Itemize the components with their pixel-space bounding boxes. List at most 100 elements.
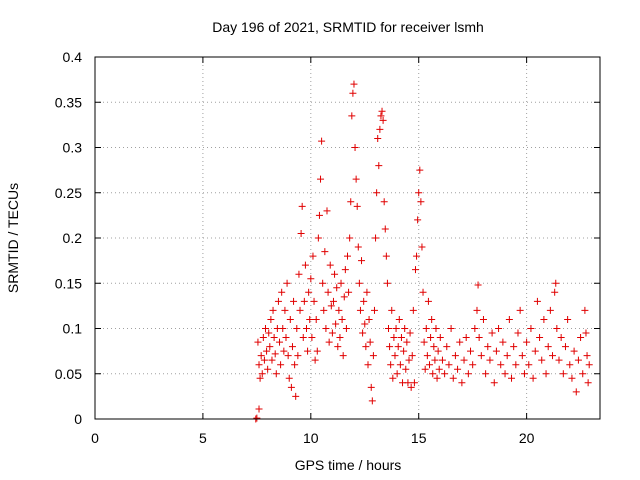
x-tick-labels: 0 5 10 15 20 [91,430,535,446]
data-point [349,89,357,97]
data-point [263,347,271,355]
data-point [436,334,444,342]
data-point [344,252,351,260]
data-point [279,325,287,332]
data-point [375,162,383,170]
data-point [416,166,424,174]
data-point [282,334,290,342]
data-point [285,374,293,382]
data-point [274,297,282,305]
y-tick-label: 0.15 [55,275,82,291]
data-point [305,288,313,296]
data-point [501,370,509,378]
data-point [404,379,412,387]
data-point [428,315,436,323]
data-point [359,329,367,337]
data-point [309,252,317,260]
data-point [566,361,574,369]
y-tick-label: 0 [74,411,82,427]
data-point [447,325,455,332]
data-point [449,374,457,382]
data-point [361,320,369,328]
data-point [438,356,446,364]
data-point [585,361,593,369]
data-point [397,334,405,342]
data-point [301,261,309,269]
data-point [392,325,400,332]
data-point [313,347,321,355]
data-point [536,334,544,342]
data-point [322,325,330,332]
data-point [549,352,557,360]
data-point [374,134,382,142]
data-point [373,189,381,197]
data-point [512,361,520,369]
chart-title: Day 196 of 2021, SRMTID for receiver lsm… [212,19,484,35]
data-point [490,379,498,387]
x-tick-label: 20 [519,430,535,446]
data-point [254,338,262,346]
data-point [518,352,526,360]
data-point [258,370,266,378]
data-point [415,189,423,197]
data-point [342,325,350,332]
data-point [320,306,328,314]
data-point [370,306,378,314]
data-point [538,356,546,364]
data-point [505,315,513,323]
data-point [281,306,289,314]
data-point [334,343,342,351]
data-point [584,379,592,387]
data-point [411,266,419,274]
data-point [475,334,483,342]
data-point [427,334,435,342]
data-point [435,365,443,373]
data-point [340,293,348,301]
data-point [464,370,472,378]
data-point [321,248,329,256]
data-point [354,243,362,251]
data-point [553,325,561,332]
x-tick-label: 10 [303,430,319,446]
data-point [426,361,434,369]
data-point [255,361,263,369]
data-point [551,288,559,296]
data-point [376,125,384,133]
data-point [351,144,359,151]
data-point [360,297,368,305]
data-point [527,325,535,332]
data-point [390,334,398,342]
data-point [388,306,396,314]
data-point [336,334,344,342]
data-point [424,297,432,305]
data-point [479,315,487,323]
x-axis-label: GPS time / hours [295,457,402,473]
data-point [299,334,307,342]
data-point [306,315,314,323]
data-point [380,198,388,206]
data-point [284,352,292,360]
data-point [362,343,370,351]
data-point [408,352,416,360]
y-tick-label: 0.25 [55,185,82,201]
data-point [577,334,585,342]
data-point [308,334,316,342]
data-point [391,352,399,360]
data-point [267,315,275,323]
axis-ticks [94,56,600,420]
data-point [368,397,376,405]
data-point [555,356,563,364]
data-point [423,352,431,360]
data-point [270,334,278,342]
data-point [269,306,277,314]
y-tick-labels: 0 0.05 0.1 0.15 0.2 0.25 0.3 0.35 0.4 [55,49,82,427]
data-point [497,361,505,369]
data-point [409,306,417,314]
data-point [345,288,353,296]
data-point [508,374,516,382]
data-point [456,338,464,346]
data-point [495,325,503,332]
data-point [326,261,334,269]
data-point [403,338,411,346]
